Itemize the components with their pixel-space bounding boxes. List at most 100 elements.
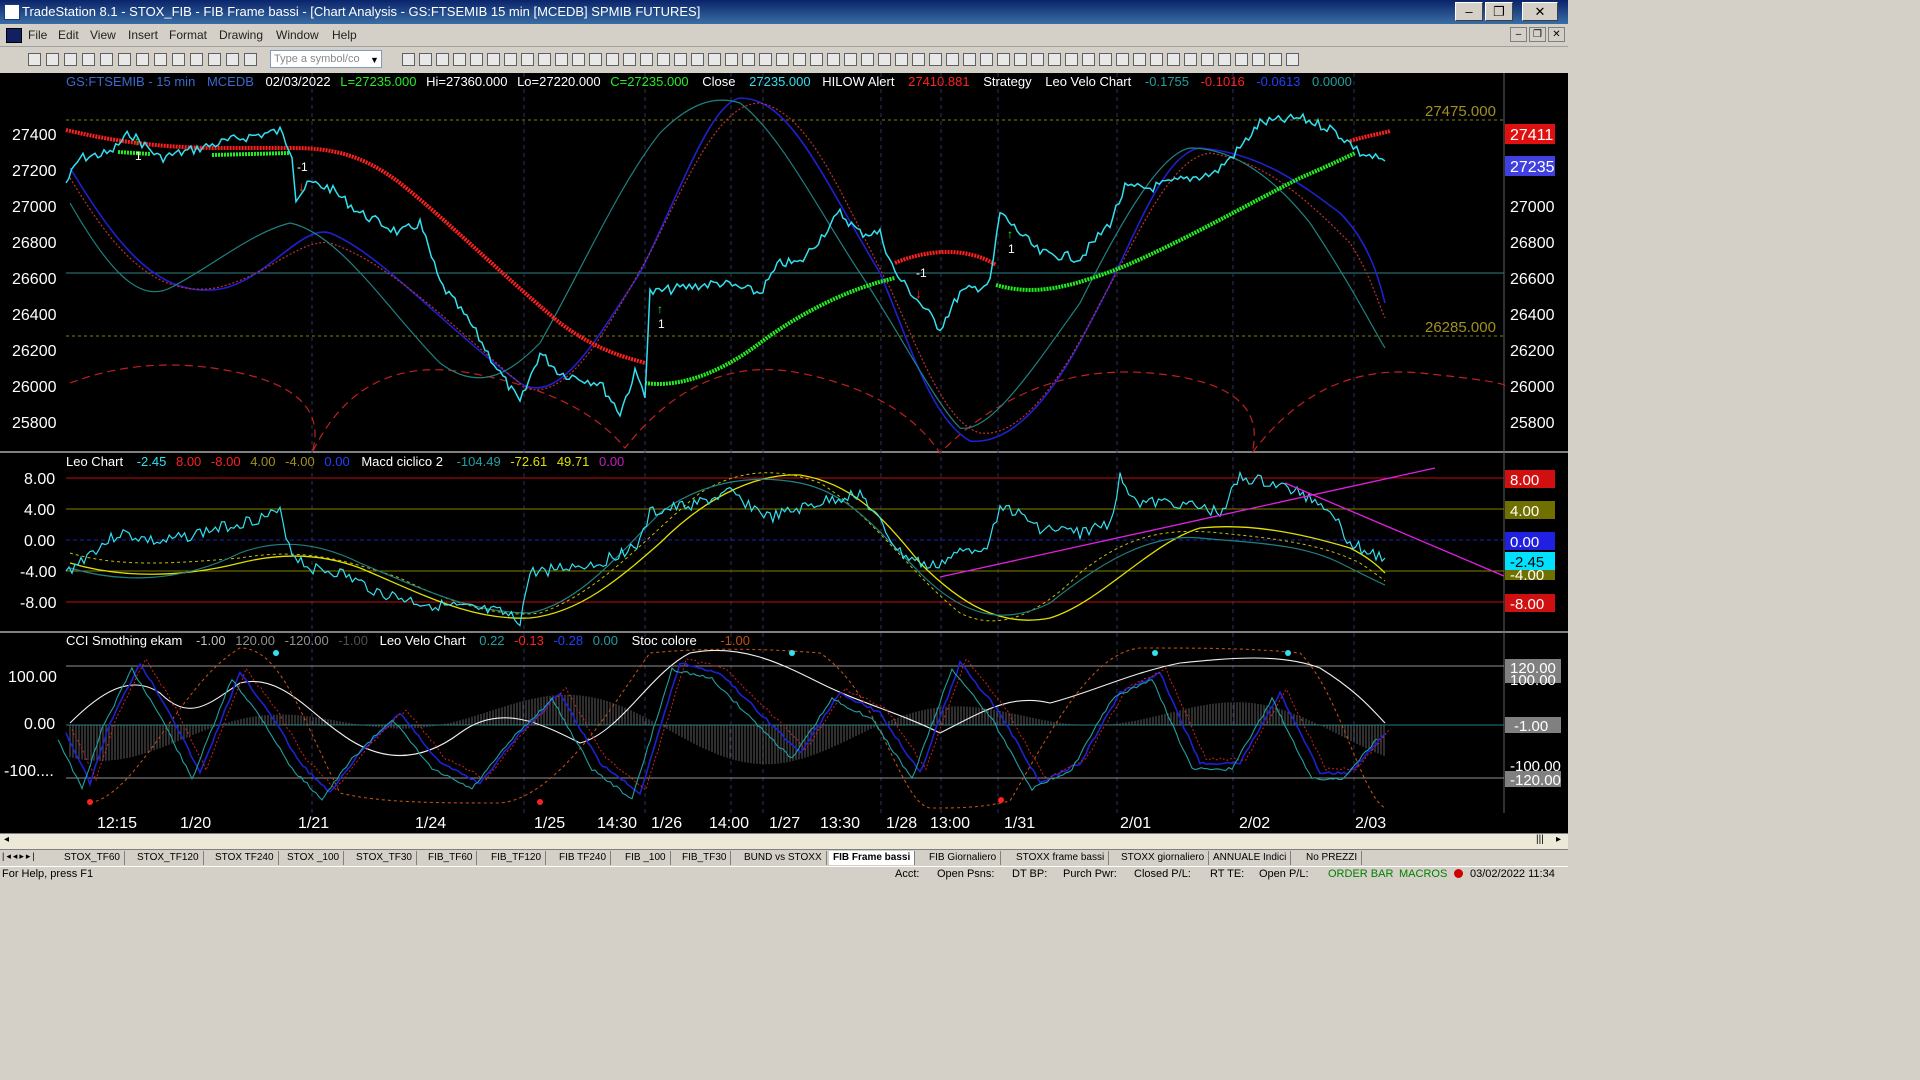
toolbar-button-icon[interactable] [1150, 53, 1163, 66]
menu-drawing[interactable]: Drawing [219, 28, 264, 42]
toolbar-button-icon[interactable] [708, 53, 721, 66]
workspace-tab[interactable]: FIB Giornaliero [925, 851, 1002, 865]
menu-format[interactable]: Format [169, 28, 208, 42]
toolbar-button-icon[interactable] [1252, 53, 1265, 66]
toolbar-button-icon[interactable] [657, 53, 670, 66]
toolbar-button-icon[interactable] [1133, 53, 1146, 66]
toolbar-button-icon[interactable] [1082, 53, 1095, 66]
menu-help[interactable]: Help [332, 28, 357, 42]
menu-view[interactable]: View [90, 28, 116, 42]
scroll-right-icon[interactable]: ▸ [1556, 834, 1562, 845]
status-order-bar[interactable]: ORDER BAR [1328, 868, 1394, 880]
menu-edit[interactable]: Edit [58, 28, 79, 42]
toolbar-button-icon[interactable] [759, 53, 772, 66]
toolbar-button-icon[interactable] [912, 53, 925, 66]
scroll-left-icon[interactable]: ◂ [4, 834, 10, 845]
toolbar-button-icon[interactable] [208, 53, 221, 66]
workspace-tab[interactable]: STOXX giornaliero [1117, 851, 1210, 865]
toolbar-button-icon[interactable] [810, 53, 823, 66]
toolbar-button-icon[interactable] [1048, 53, 1061, 66]
toolbar-button-icon[interactable] [827, 53, 840, 66]
chart-window-icon[interactable] [6, 28, 22, 43]
toolbar-button-icon[interactable] [538, 53, 551, 66]
toolbar-button-icon[interactable] [878, 53, 891, 66]
toolbar-button-icon[interactable] [640, 53, 653, 66]
toolbar-button-icon[interactable] [504, 53, 517, 66]
toolbar-button-icon[interactable] [402, 53, 415, 66]
workspace-tab[interactable]: FIB_TF60 [424, 851, 478, 865]
toolbar-button-icon[interactable] [861, 53, 874, 66]
toolbar-button-icon[interactable] [521, 53, 534, 66]
toolbar-button-icon[interactable] [844, 53, 857, 66]
toolbar-button-icon[interactable] [190, 53, 203, 66]
workspace-tab[interactable]: STOX_TF120 [133, 851, 204, 865]
tab-nav-arrows-icon[interactable]: |◂◂▸▸| [2, 851, 37, 861]
toolbar-button-icon[interactable] [1065, 53, 1078, 66]
toolbar-button-icon[interactable] [1167, 53, 1180, 66]
toolbar-button-icon[interactable] [470, 53, 483, 66]
toolbar-button-icon[interactable] [1099, 53, 1112, 66]
toolbar-button-icon[interactable] [244, 53, 257, 66]
scroll-thumb-icon[interactable]: ||| [1536, 834, 1544, 845]
menu-file[interactable]: File [28, 28, 48, 42]
workspace-tab[interactable]: No PREZZI [1302, 851, 1363, 865]
close-button[interactable]: ✕ [1522, 2, 1558, 21]
toolbar-button-icon[interactable] [572, 53, 585, 66]
horizontal-scrollbar[interactable]: ◂ ||| ▸ [0, 833, 1568, 849]
toolbar-button-icon[interactable] [1235, 53, 1248, 66]
toolbar-button-icon[interactable] [742, 53, 755, 66]
toolbar-button-icon[interactable] [82, 53, 95, 66]
workspace-tab[interactable]: FIB_TF120 [487, 851, 547, 865]
toolbar-button-icon[interactable] [136, 53, 149, 66]
menu-window[interactable]: Window [276, 28, 319, 42]
toolbar-button-icon[interactable] [793, 53, 806, 66]
toolbar-button-icon[interactable] [1269, 53, 1282, 66]
toolbar-button-icon[interactable] [28, 53, 41, 66]
toolbar-button-icon[interactable] [1014, 53, 1027, 66]
toolbar-button-icon[interactable] [100, 53, 113, 66]
chart-canvas[interactable]: 1 ↑ -1 ↓ 1 ↑ -1 ↓ 1 ↑ GS:FTSEMIB - 15 mi… [0, 73, 1568, 833]
toolbar-button-icon[interactable] [895, 53, 908, 66]
toolbar-button-icon[interactable] [487, 53, 500, 66]
toolbar-button-icon[interactable] [1201, 53, 1214, 66]
status-macros[interactable]: MACROS [1399, 868, 1448, 880]
workspace-tab[interactable]: FIB Frame bassi [829, 851, 916, 865]
workspace-tab[interactable]: FIB TF240 [555, 851, 612, 865]
symbol-input[interactable]: Type a symbol/co [270, 50, 382, 68]
toolbar-button-icon[interactable] [172, 53, 185, 66]
workspace-tab[interactable]: STOX _100 [283, 851, 345, 865]
symbol-dropdown-icon[interactable]: ▼ [370, 55, 379, 65]
toolbar-button-icon[interactable] [1116, 53, 1129, 66]
toolbar-button-icon[interactable] [46, 53, 59, 66]
toolbar-button-icon[interactable] [963, 53, 976, 66]
toolbar-button-icon[interactable] [776, 53, 789, 66]
toolbar-button-icon[interactable] [1286, 53, 1299, 66]
toolbar-button-icon[interactable] [226, 53, 239, 66]
workspace-tab[interactable]: ANNUALE Indici [1209, 851, 1292, 865]
toolbar-button-icon[interactable] [725, 53, 738, 66]
toolbar-button-icon[interactable] [419, 53, 432, 66]
toolbar-button-icon[interactable] [997, 53, 1010, 66]
toolbar-button-icon[interactable] [980, 53, 993, 66]
toolbar-button-icon[interactable] [623, 53, 636, 66]
toolbar-button-icon[interactable] [589, 53, 602, 66]
workspace-tab[interactable]: BUND vs STOXX [740, 851, 827, 865]
toolbar-button-icon[interactable] [1184, 53, 1197, 66]
toolbar-button-icon[interactable] [1218, 53, 1231, 66]
workspace-tab[interactable]: STOXX frame bassi [1012, 851, 1110, 865]
workspace-tab[interactable]: FIB_TF30 [678, 851, 732, 865]
toolbar-button-icon[interactable] [691, 53, 704, 66]
toolbar-button-icon[interactable] [436, 53, 449, 66]
workspace-tab[interactable]: STOX TF240 [211, 851, 279, 865]
workspace-tab[interactable]: FIB _100 [621, 851, 671, 865]
toolbar-button-icon[interactable] [154, 53, 167, 66]
toolbar-button-icon[interactable] [929, 53, 942, 66]
toolbar-button-icon[interactable] [453, 53, 466, 66]
toolbar-button-icon[interactable] [606, 53, 619, 66]
workspace-tab[interactable]: STOX_TF60 [60, 851, 125, 865]
mdi-close-button[interactable]: ✕ [1548, 27, 1565, 42]
toolbar-button-icon[interactable] [118, 53, 131, 66]
chart-analysis-window[interactable]: 1 ↑ -1 ↓ 1 ↑ -1 ↓ 1 ↑ GS:FTSEMIB - 15 mi… [0, 73, 1568, 833]
toolbar-button-icon[interactable] [946, 53, 959, 66]
menu-insert[interactable]: Insert [128, 28, 159, 42]
